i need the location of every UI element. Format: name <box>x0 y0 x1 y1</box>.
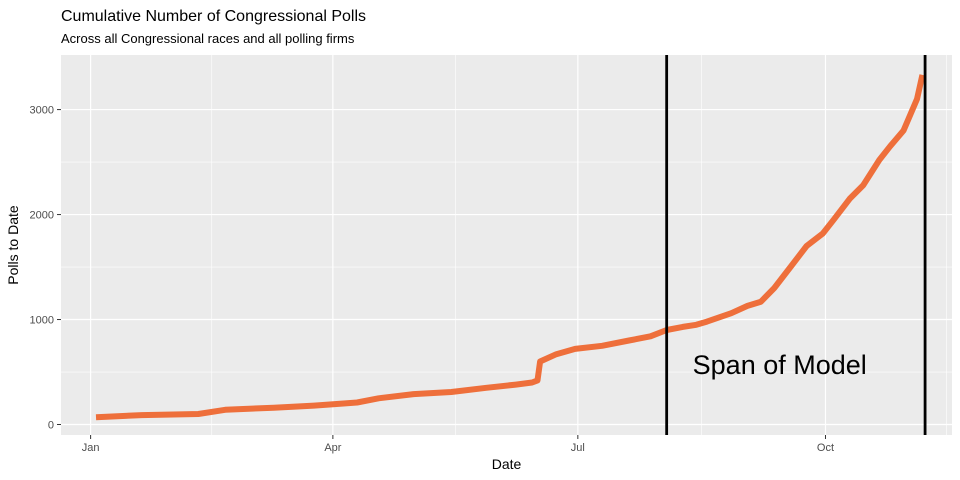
plot-panel <box>61 55 952 435</box>
y-axis: 0 1000 2000 3000 <box>30 105 61 432</box>
chart-subtitle: Across all Congressional races and all p… <box>61 31 355 46</box>
x-tick-label: Oct <box>817 442 834 454</box>
x-tick-label: Jul <box>571 442 585 454</box>
x-axis-title: Date <box>492 456 522 472</box>
gridlines <box>61 55 952 435</box>
y-tick-label: 2000 <box>30 210 54 222</box>
chart-title: Cumulative Number of Congressional Polls <box>61 8 366 25</box>
reference-lines <box>665 55 927 435</box>
x-tick-label: Jan <box>82 442 100 454</box>
series-line <box>95 74 926 421</box>
y-tick-label: 0 <box>48 420 54 432</box>
annotations: Span of Model <box>693 350 867 380</box>
x-axis: Jan Apr Jul Oct <box>82 435 834 454</box>
series-lines <box>95 74 926 421</box>
span-of-model-label: Span of Model <box>693 350 867 380</box>
y-axis-title: Polls to Date <box>5 205 21 285</box>
y-tick-label: 3000 <box>30 105 54 117</box>
y-tick-label: 1000 <box>30 315 54 327</box>
x-tick-label: Apr <box>324 442 341 454</box>
